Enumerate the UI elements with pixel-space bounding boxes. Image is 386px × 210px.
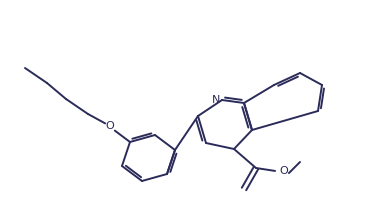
Text: N: N [212, 95, 220, 105]
Text: O: O [106, 121, 114, 131]
Text: O: O [279, 166, 288, 176]
